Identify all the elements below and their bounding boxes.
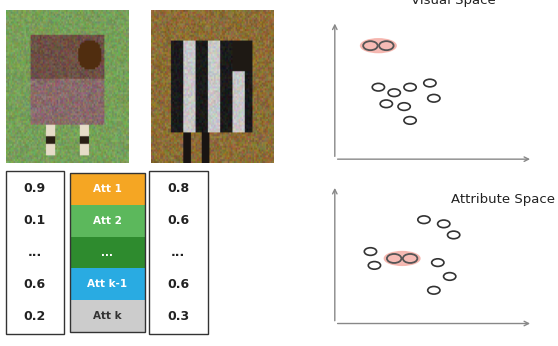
Text: 0.6: 0.6 (24, 278, 46, 291)
FancyBboxPatch shape (70, 300, 145, 332)
FancyBboxPatch shape (70, 173, 145, 205)
Text: Visual Space: Visual Space (411, 0, 496, 7)
Text: 0.9: 0.9 (24, 182, 46, 195)
Text: Att 2: Att 2 (93, 216, 122, 226)
Text: Att k: Att k (93, 311, 122, 321)
Text: Attribute Space: Attribute Space (451, 193, 555, 206)
Text: 0.6: 0.6 (167, 278, 189, 291)
FancyBboxPatch shape (149, 171, 208, 334)
Ellipse shape (384, 252, 420, 265)
Text: Att 1: Att 1 (93, 184, 122, 194)
Ellipse shape (360, 39, 396, 53)
Text: 0.8: 0.8 (167, 182, 189, 195)
Text: 0.3: 0.3 (167, 310, 189, 323)
Text: Att k-1: Att k-1 (88, 280, 127, 289)
Text: ...: ... (171, 246, 185, 259)
FancyBboxPatch shape (6, 171, 64, 334)
FancyBboxPatch shape (70, 205, 145, 237)
Text: 0.6: 0.6 (167, 214, 189, 227)
Text: ...: ... (102, 248, 113, 257)
Text: 0.1: 0.1 (24, 214, 46, 227)
FancyBboxPatch shape (70, 237, 145, 268)
Text: 0.2: 0.2 (24, 310, 46, 323)
Text: ...: ... (28, 246, 42, 259)
FancyBboxPatch shape (70, 268, 145, 300)
